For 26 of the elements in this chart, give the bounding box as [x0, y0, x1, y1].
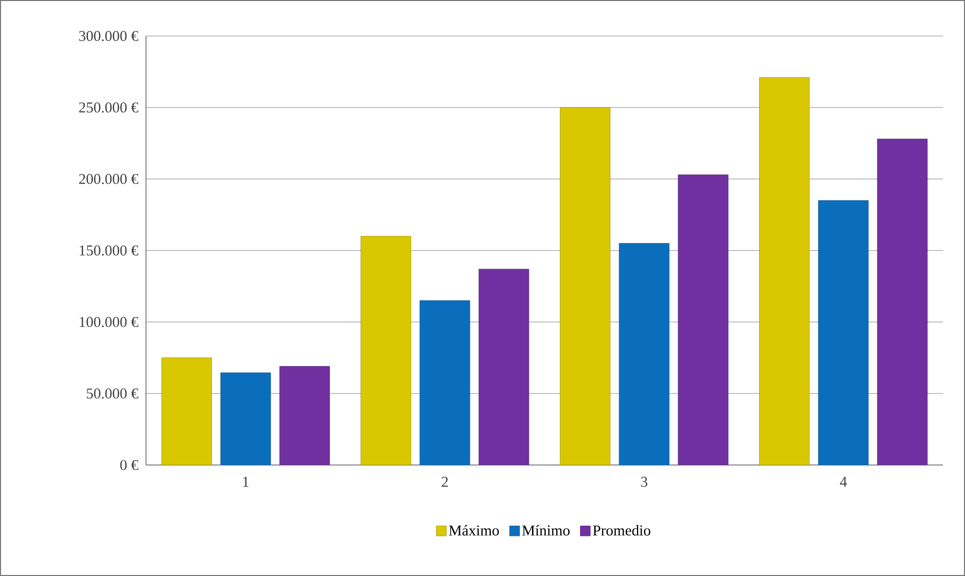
- bar: [560, 107, 610, 465]
- y-tick-label: 50.000 €: [86, 388, 138, 399]
- y-tick-label: 250.000 €: [79, 102, 138, 113]
- bar: [759, 77, 810, 465]
- legend-label: Promedio: [592, 524, 650, 536]
- bar: [279, 366, 330, 465]
- x-tick-label: 4: [840, 476, 847, 487]
- y-tick-label: 0 €: [120, 460, 138, 470]
- y-tick-label: 150.000 €: [80, 245, 138, 256]
- x-tick-label: 1: [243, 476, 248, 487]
- bar: [678, 174, 728, 465]
- bar: [420, 300, 470, 465]
- y-tick-label: 300.000 €: [79, 30, 138, 42]
- bar: [877, 138, 928, 465]
- bar: [360, 236, 412, 465]
- bar: [220, 372, 271, 465]
- x-tick-label: 3: [641, 476, 648, 487]
- bar: [478, 268, 530, 465]
- bar: [618, 243, 670, 465]
- bar: [161, 358, 212, 465]
- bar: [818, 200, 869, 465]
- legend-label: Mínimo: [522, 524, 570, 536]
- y-tick-label: 100.000 €: [80, 316, 138, 328]
- x-tick-label: 2: [442, 476, 448, 487]
- legend-label: Máximo: [448, 524, 499, 536]
- y-tick-label: 200.000 €: [79, 174, 138, 184]
